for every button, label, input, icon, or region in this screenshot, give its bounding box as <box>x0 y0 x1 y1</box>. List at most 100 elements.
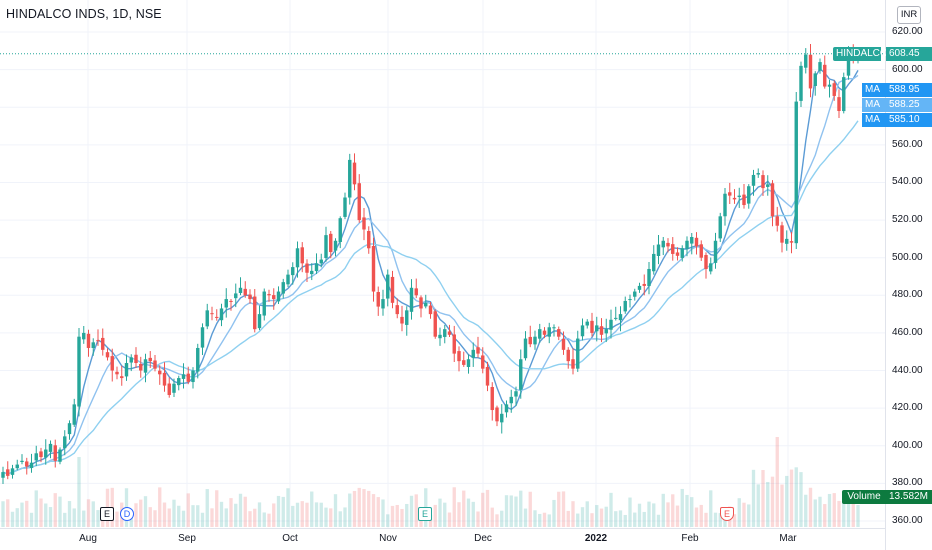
candle-body <box>386 274 390 299</box>
candle-body <box>709 263 713 272</box>
candle-body <box>1 472 5 478</box>
volume-bar <box>324 507 328 527</box>
candle-body <box>823 64 827 87</box>
volume-bar <box>162 502 167 527</box>
candle-body <box>238 287 243 294</box>
candle-body <box>367 231 371 249</box>
ma1-label: MA <box>862 83 886 97</box>
volume-bar <box>390 505 395 527</box>
volume-bar <box>561 491 566 527</box>
volume-bar <box>414 494 418 527</box>
volume-bar <box>770 476 775 527</box>
price-tick-label: 420.00 <box>892 402 923 414</box>
volume-bar <box>656 514 661 527</box>
earnings-event-icon-2[interactable]: E <box>418 507 432 521</box>
candle-body <box>44 449 48 458</box>
candle-body <box>718 216 722 239</box>
candle-body <box>675 252 680 256</box>
volume-bar <box>333 494 338 527</box>
candle-body <box>329 233 333 253</box>
candle-body <box>533 336 537 345</box>
volume-bar <box>604 506 608 527</box>
volume-bar <box>357 487 361 527</box>
earnings-event-icon[interactable]: E <box>100 507 114 521</box>
volume-bar <box>91 501 95 527</box>
volume-bar <box>628 497 632 527</box>
price-plot[interactable] <box>0 0 885 528</box>
price-tick-label: 620.00 <box>892 26 923 37</box>
volume-bar <box>371 494 376 527</box>
candle-body <box>652 253 656 272</box>
candle-body <box>120 376 124 379</box>
volume-bar <box>851 494 855 527</box>
volume-bar <box>386 514 390 527</box>
candle-body <box>39 451 43 458</box>
volume-bar <box>623 514 627 527</box>
candle-body <box>685 240 689 249</box>
candle-body <box>186 373 190 382</box>
candle-body <box>789 241 794 243</box>
volume-bar <box>827 493 832 527</box>
earnings-event-icon-3[interactable]: E <box>720 507 734 521</box>
volume-bar <box>72 508 76 527</box>
volume-bar <box>376 497 380 527</box>
candle-body <box>281 282 285 294</box>
candle-body <box>680 248 684 258</box>
candle-body <box>101 337 105 350</box>
volume-bar <box>272 503 276 527</box>
volume-bar <box>48 507 53 527</box>
candle-body <box>808 54 813 89</box>
candle-body <box>433 311 437 337</box>
candle-body <box>129 357 133 363</box>
volume-bar <box>576 513 580 527</box>
volume-bar <box>500 510 504 527</box>
last-price-symbol-label: HINDALCO <box>833 47 888 61</box>
volume-bar <box>262 512 266 527</box>
volume-bar <box>709 490 713 527</box>
dividend-event-icon[interactable]: D <box>120 507 134 521</box>
candle-body <box>694 237 699 247</box>
volume-bar <box>856 505 860 527</box>
candle-body <box>818 62 822 71</box>
volume-bar <box>642 511 646 527</box>
candle-body <box>542 330 547 335</box>
volume-bar <box>224 508 228 527</box>
volume-bar <box>466 498 471 527</box>
candle-body <box>167 383 171 395</box>
candle-body <box>485 366 490 386</box>
candle-body <box>400 316 404 324</box>
volume-bar <box>319 502 323 527</box>
candle-body <box>362 217 366 230</box>
candle-body <box>561 338 566 350</box>
candle-body <box>172 383 176 393</box>
candle-body <box>500 413 504 423</box>
candle-body <box>447 331 452 335</box>
volume-bar <box>504 495 509 527</box>
candle-body <box>523 338 528 359</box>
volume-bar <box>367 490 371 527</box>
volume-bar <box>348 493 352 527</box>
volume-bar <box>148 507 152 527</box>
price-tick-label: 360.00 <box>892 515 923 526</box>
price-tick-label: 400.00 <box>892 439 923 451</box>
volume-bar <box>86 499 91 527</box>
volume-bar <box>381 499 385 527</box>
volume-bar <box>462 490 466 527</box>
volume-bar <box>571 501 575 527</box>
candle-body <box>162 372 167 386</box>
candle-body <box>751 174 756 186</box>
volume-bar <box>490 507 494 527</box>
price-tick-label: 600.00 <box>892 63 923 75</box>
candle-body <box>333 240 338 251</box>
candle-body <box>319 259 323 264</box>
currency-button[interactable]: INR <box>897 6 921 24</box>
candle-body <box>58 449 62 462</box>
candle-body <box>490 386 494 411</box>
candle-body <box>804 54 808 68</box>
volume-bar <box>438 498 442 527</box>
symbol-title[interactable]: HINDALCO INDS, 1D, NSE <box>6 7 162 21</box>
candle-body <box>766 184 770 187</box>
candle-body <box>794 101 798 244</box>
candle-body <box>34 453 38 461</box>
